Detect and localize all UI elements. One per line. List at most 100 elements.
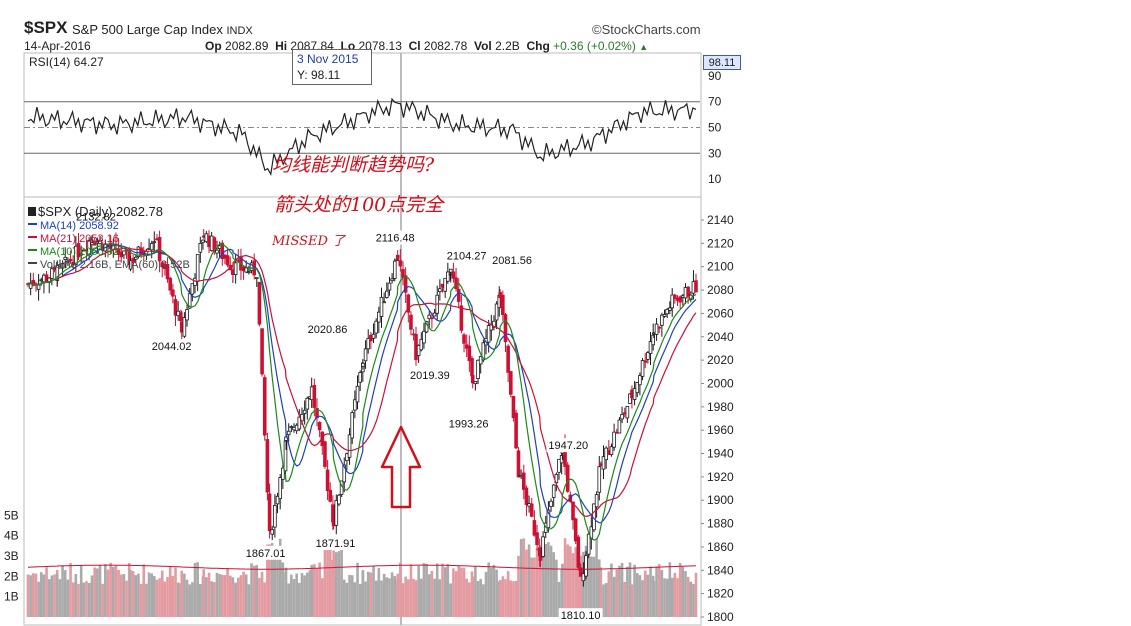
candle-body: [427, 314, 432, 320]
volume-bar: [270, 543, 274, 617]
volume-bar: [332, 550, 335, 617]
candle-body: [576, 536, 581, 568]
volume-bar: [342, 579, 346, 617]
candle-body: [654, 323, 659, 335]
volume-bar: [668, 562, 672, 617]
candle-body: [662, 314, 667, 317]
volume-bar: [635, 573, 639, 617]
candle-body: [462, 334, 466, 344]
candle-body: [628, 393, 632, 404]
volume-bar: [484, 571, 488, 617]
candle-body: [586, 533, 591, 555]
candle-body: [275, 495, 280, 505]
candle-body: [646, 352, 650, 360]
candle-body: [257, 281, 262, 325]
volume-bar: [218, 574, 221, 617]
volume-bar: [305, 572, 309, 617]
candle-body: [149, 243, 154, 251]
volume-bar: [425, 563, 428, 617]
peak-trough-label: 2044.02: [152, 341, 192, 353]
candle-body: [79, 253, 83, 256]
open-value: 2082.89: [225, 39, 269, 53]
candle-body: [609, 446, 614, 455]
volume-bar: [287, 583, 291, 617]
volume-label: Vol: [473, 39, 492, 53]
volume-bar: [574, 547, 577, 617]
annotation-label-bg: [74, 209, 119, 224]
volume-bar: [579, 555, 583, 617]
volume-bar: [39, 572, 43, 617]
candle-body: [481, 342, 486, 361]
candle-body: [532, 520, 537, 536]
volume-bar: [409, 564, 413, 617]
close-value: 2082.78: [423, 39, 468, 53]
volume-bar: [468, 582, 471, 617]
volume-bar: [393, 576, 397, 617]
rsi-tick-label: 10: [708, 172, 722, 186]
candle-body: [506, 345, 510, 373]
volume-bar: [460, 567, 463, 617]
volume-bar: [199, 584, 202, 617]
tooltip-date: 3 Nov 2015: [297, 52, 359, 66]
peak-trough-label: 2081.56: [492, 255, 532, 267]
volume-bar: [646, 574, 650, 617]
price-tick-label: 1840: [707, 563, 734, 577]
volume-bar: [665, 578, 669, 617]
volume-bar: [323, 542, 327, 617]
annotation-line-3: MISSED 了: [272, 234, 346, 249]
candle-body: [98, 239, 102, 245]
price-tick-label: 1880: [707, 517, 734, 531]
candle-body: [347, 434, 352, 458]
volume-bar: [474, 566, 477, 617]
candle-body: [503, 314, 508, 343]
candle-body: [516, 450, 521, 478]
price-tick-label: 1960: [707, 423, 734, 437]
peak-trough-label: 2104.27: [447, 251, 487, 263]
volume-bar: [79, 565, 83, 617]
volume-bar: [471, 576, 475, 617]
volume-bar: [236, 577, 240, 617]
candle-body: [173, 299, 178, 316]
volume-bar: [374, 580, 378, 617]
candle-body: [190, 283, 195, 295]
volume-bar: [501, 576, 505, 617]
candle-body: [363, 348, 368, 362]
candle-body: [549, 500, 553, 507]
candle-body: [632, 388, 637, 400]
volume-bar: [188, 584, 191, 617]
volume-bar: [498, 580, 502, 617]
price-tick-label: 1860: [707, 540, 734, 554]
volume-bar: [180, 570, 184, 617]
volume-bar: [109, 562, 112, 617]
volume-bar: [633, 564, 636, 617]
volume-bar: [205, 577, 208, 617]
price-panel-title: $SPX (Daily) 2082.78: [38, 204, 163, 219]
volume-bar: [663, 578, 666, 617]
volume-bar: [125, 580, 128, 617]
annotation-label-bg: [149, 339, 194, 354]
volume-bar: [318, 562, 321, 617]
volume-bar: [337, 551, 341, 617]
volume-bar: [509, 580, 513, 617]
red-up-arrow-icon: [380, 425, 422, 509]
volume-bar: [620, 563, 624, 617]
volume-bar: [482, 584, 485, 617]
volume-bar: [137, 573, 140, 617]
volume-bar: [457, 565, 461, 617]
volume-bar: [50, 575, 54, 617]
candle-body: [612, 431, 616, 448]
candle-body: [361, 362, 365, 367]
legend-swatch: [28, 223, 37, 225]
volume-bar: [340, 538, 343, 617]
candle-body: [168, 277, 173, 291]
annotation-label-bg: [305, 322, 350, 337]
volume-bar: [131, 571, 135, 617]
candle-body: [430, 317, 434, 320]
peak-trough-label: 1871.91: [316, 538, 356, 550]
candle-body: [139, 247, 143, 255]
candle-body: [648, 341, 653, 354]
volume-bar: [519, 539, 523, 617]
volume-bar: [361, 570, 365, 617]
price-tick-label: 2000: [707, 376, 734, 390]
volume-bar: [465, 578, 468, 617]
